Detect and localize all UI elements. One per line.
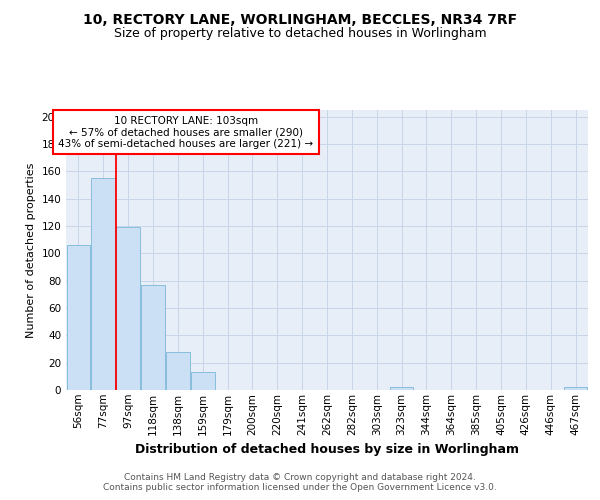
Y-axis label: Number of detached properties: Number of detached properties — [26, 162, 36, 338]
Bar — [191, 372, 215, 390]
Text: Contains HM Land Registry data © Crown copyright and database right 2024.
Contai: Contains HM Land Registry data © Crown c… — [103, 473, 497, 492]
Text: 10 RECTORY LANE: 103sqm
← 57% of detached houses are smaller (290)
43% of semi-d: 10 RECTORY LANE: 103sqm ← 57% of detache… — [58, 116, 314, 149]
Text: Size of property relative to detached houses in Worlingham: Size of property relative to detached ho… — [113, 28, 487, 40]
Bar — [116, 228, 140, 390]
X-axis label: Distribution of detached houses by size in Worlingham: Distribution of detached houses by size … — [135, 443, 519, 456]
Bar — [564, 388, 587, 390]
Text: 10, RECTORY LANE, WORLINGHAM, BECCLES, NR34 7RF: 10, RECTORY LANE, WORLINGHAM, BECCLES, N… — [83, 12, 517, 26]
Bar — [390, 388, 413, 390]
Bar — [67, 245, 90, 390]
Bar — [91, 178, 115, 390]
Bar — [166, 352, 190, 390]
Bar — [141, 285, 165, 390]
